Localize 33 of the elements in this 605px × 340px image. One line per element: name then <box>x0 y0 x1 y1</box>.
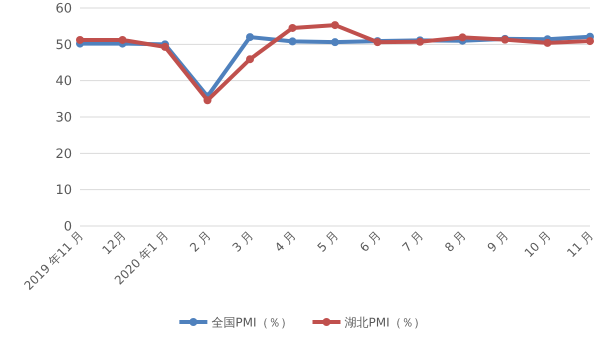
y-tick-label: 40 <box>55 74 72 90</box>
point <box>458 33 466 42</box>
x-tick-label: 8 月 <box>442 228 469 255</box>
point <box>331 21 339 30</box>
point <box>288 37 296 46</box>
x-tick-label: 5 月 <box>314 228 342 255</box>
x-tick-label: 6 月 <box>357 228 384 255</box>
point <box>544 38 552 47</box>
x-tick-label: 4 月 <box>272 228 299 255</box>
legend-label: 全国PMI（％） <box>211 316 292 330</box>
y-tick-label: 20 <box>55 146 72 162</box>
x-tick-label: 2 月 <box>187 228 214 255</box>
point <box>76 36 84 44</box>
y-tick-label: 60 <box>55 2 72 16</box>
x-tick-label: 11 月 <box>564 228 596 260</box>
y-tick-label: 0 <box>64 220 72 234</box>
x-tick-label: 10 月 <box>522 228 554 260</box>
y-tick-label: 30 <box>55 110 72 126</box>
point <box>204 96 212 104</box>
point <box>118 36 126 44</box>
y-tick-label: 50 <box>55 38 72 53</box>
point <box>161 42 169 51</box>
point <box>586 37 594 46</box>
point <box>246 55 254 64</box>
x-tick-label: 12月 <box>99 228 129 258</box>
point <box>288 24 296 32</box>
point <box>331 38 339 46</box>
x-tick-label: 9 月 <box>484 228 512 255</box>
point <box>246 33 254 42</box>
y-tick-label: 10 <box>55 183 72 198</box>
x-tick-label: 3 月 <box>230 228 256 255</box>
legend-label: 湖北PMI（％） <box>344 316 426 330</box>
x-tick-label: 7 月 <box>400 228 426 255</box>
